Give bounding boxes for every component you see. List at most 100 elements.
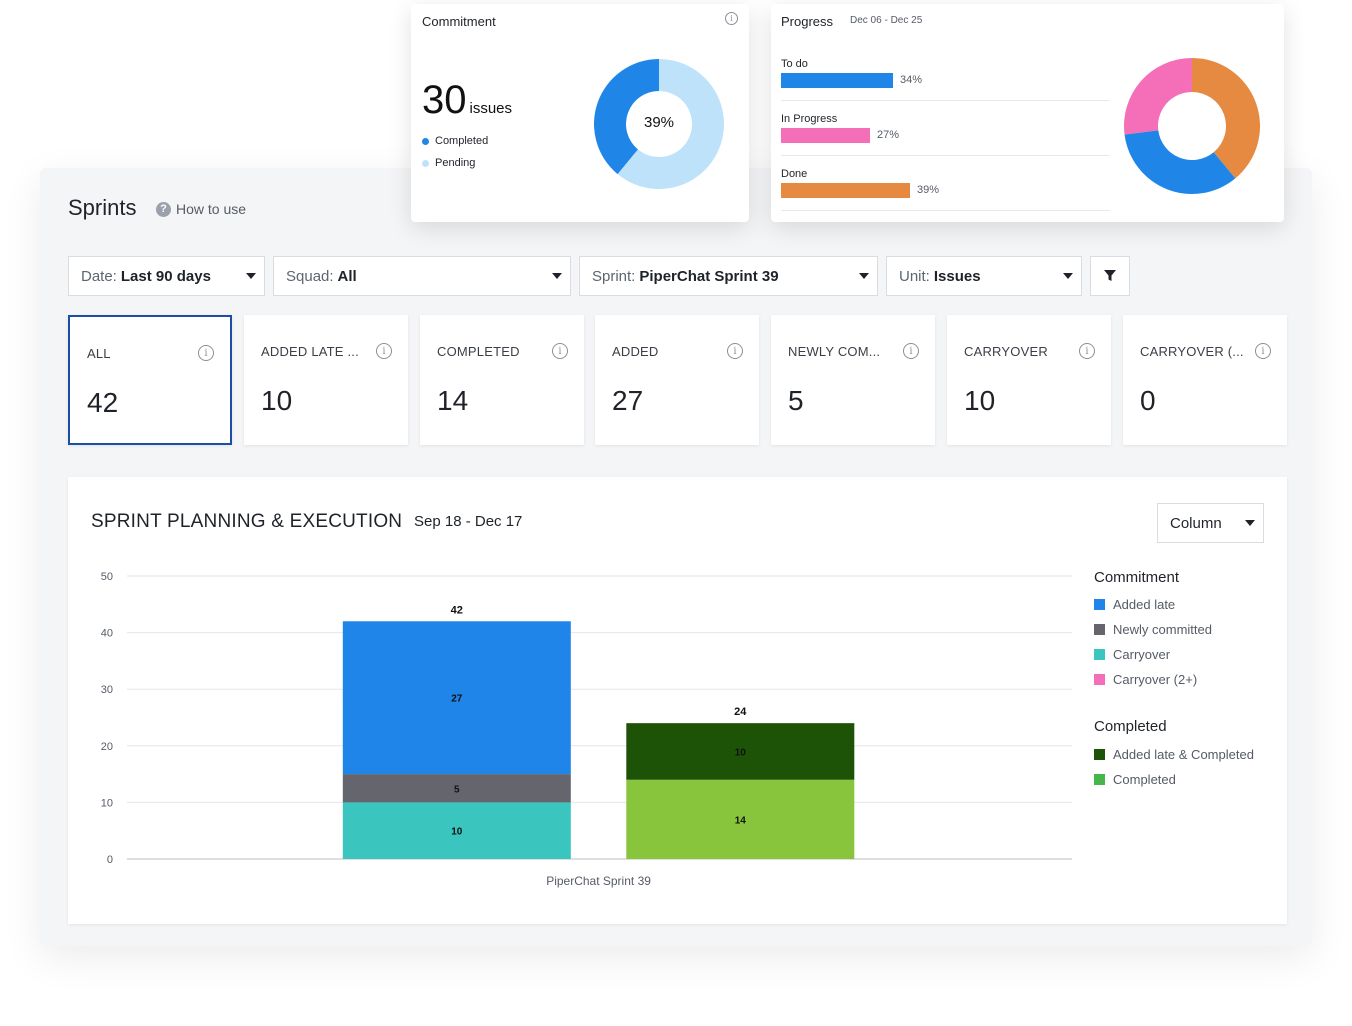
stat-label: ALL — [87, 346, 111, 361]
funnel-icon — [1104, 270, 1116, 281]
info-icon[interactable]: i — [1255, 343, 1271, 359]
unit-filter[interactable]: Unit: Issues — [886, 256, 1082, 296]
stat-value: 27 — [612, 385, 644, 416]
stat-card-carryover[interactable]: CARRYOVER i 10 — [947, 315, 1111, 445]
legend-swatch — [1094, 774, 1105, 785]
legend-item-carryover-2plus[interactable]: Carryover (2+) — [1094, 672, 1197, 687]
stat-card-carryover-2plus[interactable]: CARRYOVER (... i 0 — [1123, 315, 1287, 445]
commitment-count-value: 30 — [422, 78, 467, 122]
stat-card-added[interactable]: ADDED i 27 — [595, 315, 759, 445]
stat-label: ADDED — [612, 344, 659, 359]
divider — [781, 155, 1110, 156]
chart-type-select[interactable]: Column — [1157, 503, 1264, 543]
filter-value: Last 90 days — [120, 267, 211, 285]
stat-label: NEWLY COM... — [788, 344, 881, 359]
legend-item-pending: Pending — [422, 157, 475, 169]
stat-value: 0 — [1140, 385, 1156, 416]
sprint-planning-card — [68, 477, 1287, 924]
filter-value: All — [337, 267, 357, 285]
stat-label: CARRYOVER — [964, 344, 1048, 359]
legend-item-added-late-completed[interactable]: Added late & Completed — [1094, 747, 1254, 762]
stat-label: ADDED LATE ... — [261, 344, 359, 359]
legend-dot — [422, 137, 429, 145]
chevron-down-icon — [552, 273, 562, 279]
progress-bar-done — [781, 183, 910, 198]
page-title: Sprints — [68, 195, 137, 220]
legend-title-completed: Completed — [1094, 718, 1167, 735]
how-to-use-label: How to use — [176, 201, 247, 217]
legend-label: Completed — [435, 135, 489, 147]
stat-label: COMPLETED — [437, 344, 520, 359]
info-icon[interactable]: i — [725, 12, 738, 25]
chevron-down-icon — [246, 273, 256, 279]
legend-label: Added late — [1113, 597, 1176, 612]
divider — [781, 210, 1110, 211]
divider — [781, 100, 1110, 101]
legend-label: Added late & Completed — [1113, 747, 1254, 762]
filter-key: Date: — [81, 267, 117, 285]
donut-segment — [1124, 58, 1192, 135]
chevron-down-icon — [1063, 273, 1073, 279]
legend-item-added-late[interactable]: Added late — [1094, 597, 1175, 612]
progress-pct-done: 39% — [917, 184, 940, 196]
chevron-down-icon — [1245, 520, 1255, 526]
progress-pct-todo: 34% — [900, 74, 923, 86]
info-icon[interactable]: i — [727, 343, 743, 359]
commitment-title: Commitment — [422, 14, 496, 29]
donut-segment-pending — [617, 59, 724, 189]
progress-label-done: Done — [781, 168, 808, 180]
legend-label: Completed — [1113, 772, 1176, 787]
progress-label-todo: To do — [781, 58, 808, 70]
info-icon[interactable]: i — [903, 343, 919, 359]
legend-item-completed: Completed — [422, 135, 488, 147]
commitment-donut — [594, 59, 724, 189]
legend-label: Carryover (2+) — [1113, 672, 1198, 687]
filter-key: Squad: — [286, 267, 334, 285]
legend-swatch — [1094, 649, 1105, 660]
donut-segment — [1124, 130, 1236, 195]
progress-date-range: Dec 06 - Dec 25 — [850, 15, 923, 26]
legend-swatch — [1094, 624, 1105, 635]
how-to-use-link[interactable]: ? How to use — [156, 201, 246, 217]
info-icon[interactable]: i — [198, 345, 214, 361]
filter-button[interactable] — [1090, 256, 1130, 296]
progress-label-in-progress: In Progress — [781, 113, 838, 125]
progress-pct-in-progress: 27% — [877, 129, 900, 141]
commitment-donut-label: 39% — [643, 114, 675, 131]
stat-value: 5 — [788, 385, 804, 416]
sprint-filter[interactable]: Sprint: PiperChat Sprint 39 — [579, 256, 878, 296]
filter-value: Issues — [933, 267, 981, 285]
info-icon[interactable]: i — [552, 343, 568, 359]
chart-title: SPRINT PLANNING & EXECUTION — [91, 511, 403, 532]
filter-key: Unit: — [899, 267, 930, 285]
stat-card-all[interactable]: ALL i 42 — [68, 315, 232, 445]
stat-label: CARRYOVER (... — [1140, 344, 1244, 359]
legend-swatch — [1094, 749, 1105, 760]
commitment-count: 30 issues — [422, 78, 512, 123]
progress-title: Progress — [781, 14, 834, 29]
chart-date-range: Sep 18 - Dec 17 — [414, 513, 523, 530]
progress-donut — [1124, 58, 1260, 195]
stat-value: 14 — [437, 385, 469, 416]
legend-swatch — [1094, 599, 1105, 610]
legend-label: Pending — [435, 157, 476, 169]
filter-value: PiperChat Sprint 39 — [639, 267, 779, 285]
stat-value: 10 — [964, 385, 996, 416]
info-icon[interactable]: i — [1079, 343, 1095, 359]
date-filter[interactable]: Date: Last 90 days — [68, 256, 265, 296]
info-icon[interactable]: i — [376, 343, 392, 359]
donut-segment-completed — [594, 59, 659, 175]
stat-card-newly-committed[interactable]: NEWLY COM... i 5 — [771, 315, 935, 445]
stat-card-added-late[interactable]: ADDED LATE ... i 10 — [244, 315, 408, 445]
legend-item-carryover[interactable]: Carryover — [1094, 647, 1170, 662]
progress-bar-in-progress — [781, 128, 870, 143]
legend-label: Carryover — [1113, 647, 1171, 662]
squad-filter[interactable]: Squad: All — [273, 256, 571, 296]
donut-segment — [1192, 58, 1260, 179]
stat-card-completed[interactable]: COMPLETED i 14 — [420, 315, 584, 445]
legend-item-completed[interactable]: Completed — [1094, 772, 1176, 787]
chart-type-value: Column — [1170, 514, 1222, 532]
stat-value: 10 — [261, 385, 293, 416]
legend-item-newly-committed[interactable]: Newly committed — [1094, 622, 1212, 637]
legend-dot — [422, 159, 429, 167]
